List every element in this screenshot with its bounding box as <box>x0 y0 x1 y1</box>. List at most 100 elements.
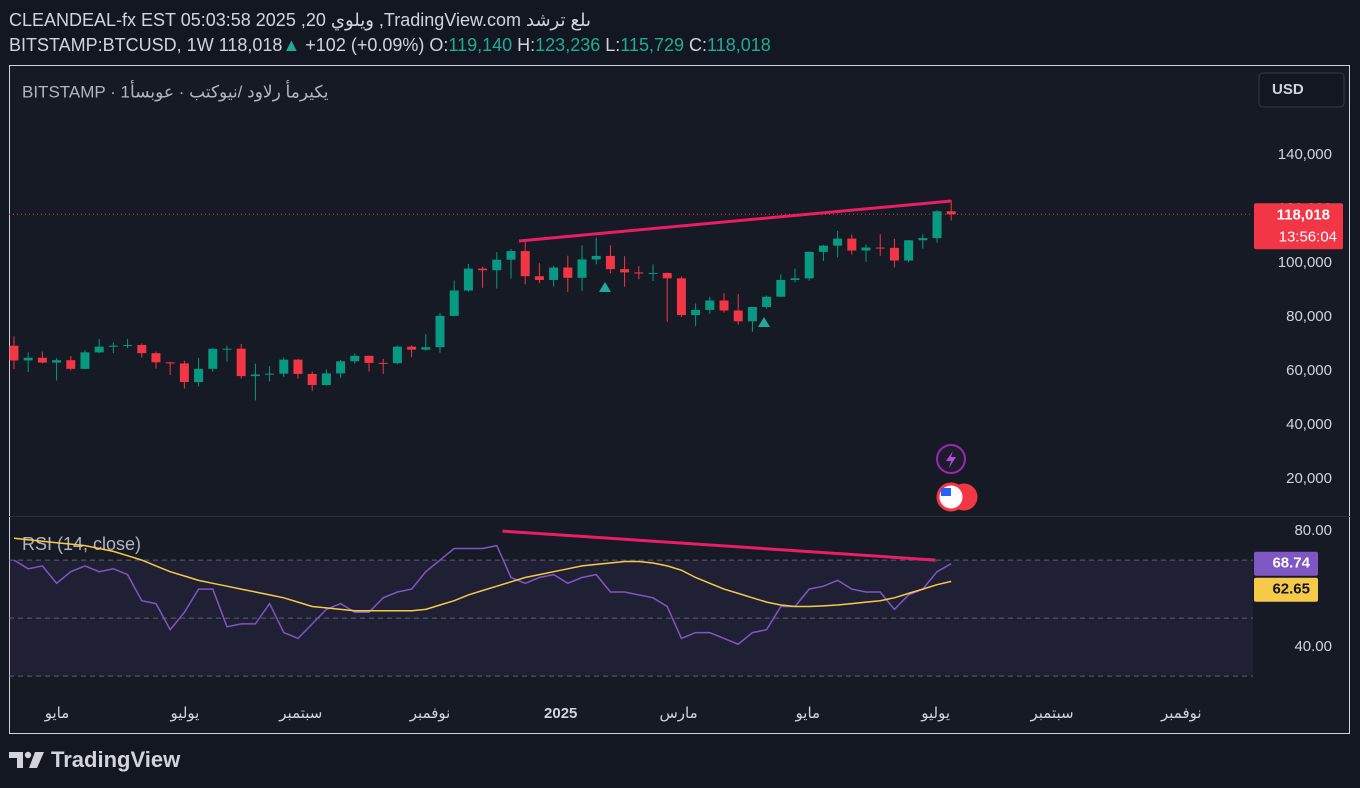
candle-body <box>336 361 346 374</box>
candle-body <box>676 278 686 316</box>
ohlc-o: 119,140 <box>448 35 513 55</box>
candle-body <box>392 346 402 364</box>
candle-body <box>776 279 786 297</box>
y-tick-label: 140,000 <box>1278 146 1332 163</box>
candle-body <box>179 363 189 383</box>
candle-body <box>591 255 601 260</box>
candle-body <box>151 353 161 363</box>
last-price-label: 118,018 <box>1277 206 1330 223</box>
candle-body <box>66 360 76 369</box>
ohlc-h: 123,236 <box>535 35 601 55</box>
chart: BITSTAMP · يكيرمأ رلاود /نيوكتب · عوبسأ1… <box>9 65 1350 734</box>
candle-body <box>463 268 473 291</box>
candle-body <box>506 251 516 260</box>
candle-body <box>321 373 331 386</box>
candle-body <box>861 247 871 251</box>
y-tick-label: 40,000 <box>1286 416 1332 433</box>
ohlc-c-key: C: <box>689 35 708 55</box>
event-icon-bolt <box>946 451 956 468</box>
y-tick-label: 60,000 <box>1286 362 1332 379</box>
x-tick-label: نوفمبر <box>409 705 451 722</box>
candle-body <box>747 306 757 322</box>
candle-body <box>364 355 374 363</box>
symbol: BITSTAMP:BTCUSD, 1W <box>9 35 214 55</box>
publish-line: CLEANDEAL-fx EST 05:03:58 2025 ,20 ويلوي… <box>9 8 771 33</box>
candle-body <box>52 360 62 363</box>
candle-body <box>407 346 417 350</box>
candle-body <box>563 267 573 278</box>
candle-body <box>449 290 459 316</box>
rsi-line <box>13 537 952 612</box>
candle-body <box>293 359 303 374</box>
candle-body <box>194 368 204 383</box>
brand-name: TradingView <box>51 747 181 772</box>
candle-body <box>250 374 260 377</box>
candle-body <box>804 251 814 279</box>
candle-body <box>790 278 800 280</box>
candle-body <box>108 345 118 347</box>
currency-button[interactable] <box>1258 72 1345 108</box>
candle-body <box>918 238 928 241</box>
candle-body <box>265 373 275 375</box>
legend-line: BITSTAMP:BTCUSD, 1W 118,018▲ +102 (+0.09… <box>9 33 771 58</box>
candle-body <box>350 355 360 362</box>
candle-body <box>705 300 715 310</box>
candle-body <box>307 373 317 386</box>
candle-body <box>421 347 431 350</box>
x-tick-label: مارس <box>659 705 697 722</box>
publish-text: CLEANDEAL-fx EST 05:03:58 2025 ,20 ويلوي… <box>9 10 592 30</box>
candle-body <box>932 211 942 239</box>
candle-body <box>691 309 701 316</box>
candle-body <box>492 259 502 271</box>
y-tick-label: 80,000 <box>1286 308 1332 325</box>
candle-body <box>123 345 133 347</box>
ohlc-l: 115,729 <box>620 35 684 55</box>
trendline <box>502 529 936 562</box>
x-tick-label: يوليو <box>920 705 950 722</box>
candle-body <box>23 357 33 361</box>
value-label: 68.74 <box>1272 555 1310 572</box>
y-tick-label: 40.00 <box>1294 638 1332 655</box>
last-price-box <box>1254 203 1343 250</box>
candle-body <box>549 267 559 280</box>
header: CLEANDEAL-fx EST 05:03:58 2025 ,20 ويلوي… <box>9 8 771 58</box>
candle-body <box>719 300 729 311</box>
candle-body <box>833 238 843 246</box>
brand-logo <box>9 751 44 768</box>
candle-body <box>222 348 232 350</box>
candle-body <box>9 345 19 361</box>
candle-body <box>279 359 289 374</box>
price: 118,018 <box>218 35 283 55</box>
event-flag-canton <box>941 488 951 496</box>
ohlc-c: 118,018 <box>707 35 771 55</box>
signal-marker <box>599 282 611 292</box>
candle-body <box>733 310 743 322</box>
ohlc-h-key: H: <box>517 35 536 55</box>
candle-body <box>478 268 488 271</box>
event-flag[interactable] <box>936 482 966 512</box>
candle-body <box>236 348 246 377</box>
change: +102 (+0.09%) <box>305 35 425 55</box>
x-tick-label: 2025 <box>544 705 577 722</box>
candle-body <box>889 247 899 261</box>
ohlc-o-key: O: <box>429 35 449 55</box>
currency[interactable]: USD <box>1272 81 1304 98</box>
candle-body <box>904 240 914 261</box>
candle-body <box>946 211 956 215</box>
y-tick-label: 100,000 <box>1278 254 1332 271</box>
candle-body <box>165 362 175 364</box>
arrow: ▲ <box>282 35 301 55</box>
candle-body <box>378 362 388 364</box>
candle-body <box>818 245 828 252</box>
candle-body <box>648 272 658 274</box>
candle-body <box>534 276 544 280</box>
trendline <box>518 199 952 243</box>
ohlc-l-key: L: <box>605 35 621 55</box>
candle-body <box>662 272 672 279</box>
chart-frame <box>9 65 1350 734</box>
candle-body <box>208 348 218 369</box>
x-tick-label: مايو <box>44 705 70 722</box>
candle-body <box>137 345 147 354</box>
candle-body <box>94 346 104 353</box>
